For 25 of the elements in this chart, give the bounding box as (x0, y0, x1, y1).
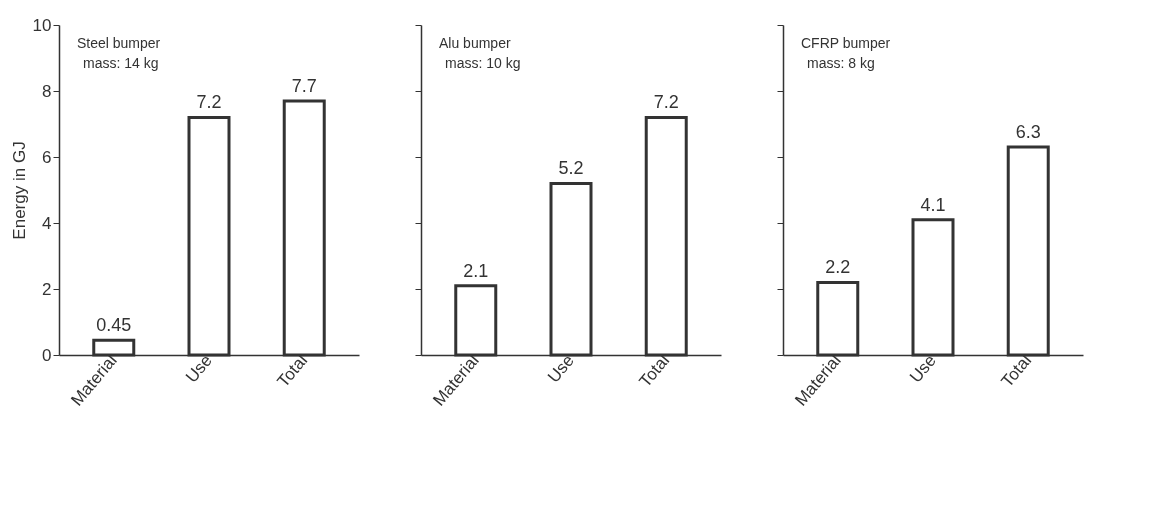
y-tick-label: 0 (42, 345, 52, 365)
data-label: 5.2 (558, 158, 584, 179)
x-tick-label: Use (543, 351, 578, 387)
annotation: mass: 8 kg (807, 55, 875, 71)
x-tick-label: Use (181, 351, 216, 387)
data-label: 2.1 (463, 260, 489, 281)
y-tick-label: 8 (42, 81, 52, 101)
annotation: mass: 10 kg (445, 55, 521, 71)
y-tick-label: 2 (42, 279, 52, 299)
annotation: CFRP bumper (801, 35, 891, 51)
y-tick-label: 4 (42, 213, 52, 233)
y-tick-label: 10 (32, 15, 52, 35)
y-axis-title: Energy in GJ (9, 141, 29, 240)
data-label: 7.2 (653, 92, 679, 113)
x-tick-label: Use (905, 351, 940, 387)
data-label: 2.2 (825, 257, 851, 278)
data-label: 6.3 (1015, 122, 1041, 143)
y-tick-label: 6 (42, 147, 52, 167)
data-label: 7.2 (196, 92, 222, 113)
data-label: 0.45 (96, 315, 132, 336)
annotation: Steel bumper (77, 35, 161, 51)
data-label: 4.1 (920, 194, 946, 215)
annotation: Alu bumper (439, 35, 511, 51)
data-label: 7.7 (291, 75, 317, 96)
annotation: mass: 14 kg (83, 55, 159, 71)
